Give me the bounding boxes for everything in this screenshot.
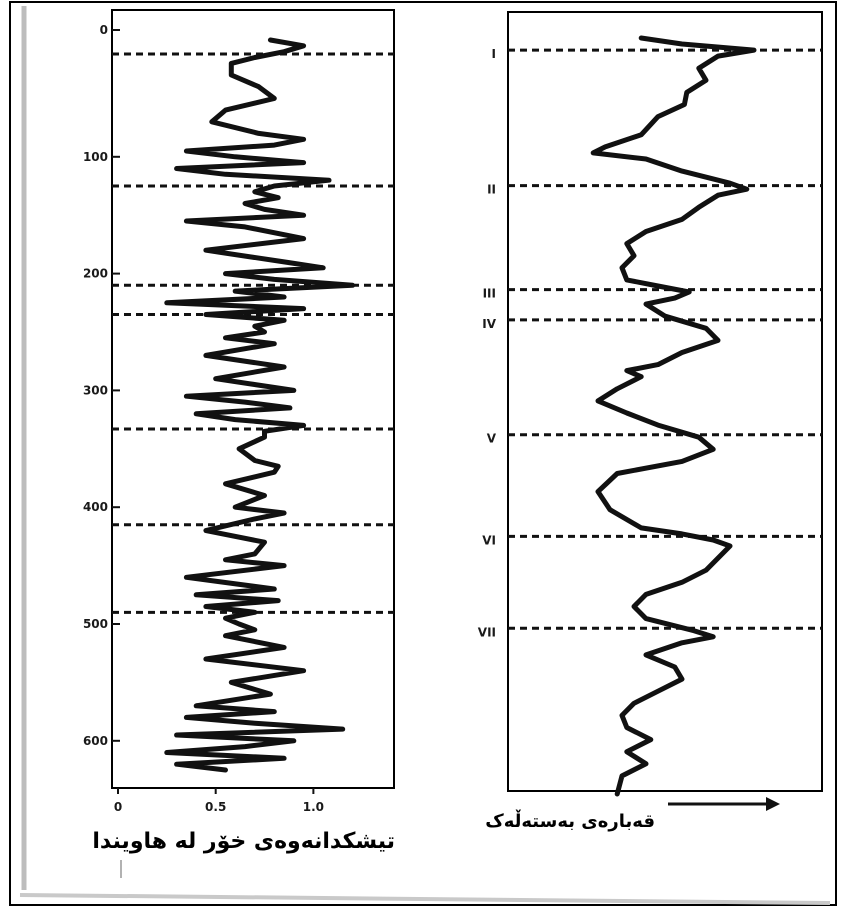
albedo-chart: 0 100 200 300 400 500 600 0 0.5 1.0 تیشکدانەوەی … — [83, 9, 395, 878]
y-tick-label: 600 — [83, 734, 108, 748]
x-axis-ticks: 0 0.5 1.0 — [114, 788, 324, 814]
arrow-right-icon — [766, 797, 780, 811]
plot-frame — [507, 11, 823, 792]
y-tick-label: 100 — [83, 150, 108, 164]
scan-edge-bottom — [19, 893, 831, 905]
x-tick-label: 1.0 — [303, 800, 324, 814]
stage-label: III — [483, 287, 496, 301]
x-tick-label: 0 — [114, 800, 122, 814]
stage-label: IV — [482, 317, 496, 331]
x-tick-label: 0.5 — [205, 800, 226, 814]
stage-label: VI — [482, 533, 496, 547]
y-tick-label: 200 — [83, 267, 108, 281]
stage-label: VII — [478, 625, 496, 639]
y-tick-label: 300 — [83, 383, 108, 397]
plot-frame — [111, 9, 395, 789]
y-tick-label: 400 — [83, 500, 108, 514]
x-axis-title: تیشکدانەوەی خۆر لە هاویندا — [92, 829, 395, 854]
data-series-line — [590, 35, 757, 797]
y-axis-ticks: 0 100 200 300 400 500 600 — [83, 23, 120, 748]
figure-border — [9, 1, 837, 906]
y-tick-label: 500 — [83, 617, 108, 631]
y-tick-label: 0 — [100, 23, 108, 37]
stage-label: II — [487, 183, 496, 197]
data-series-line — [164, 37, 355, 773]
stage-label: I — [492, 47, 496, 61]
x-axis-title: قەبارەی بەستەڵەک — [485, 809, 655, 832]
stage-label: V — [487, 432, 497, 446]
